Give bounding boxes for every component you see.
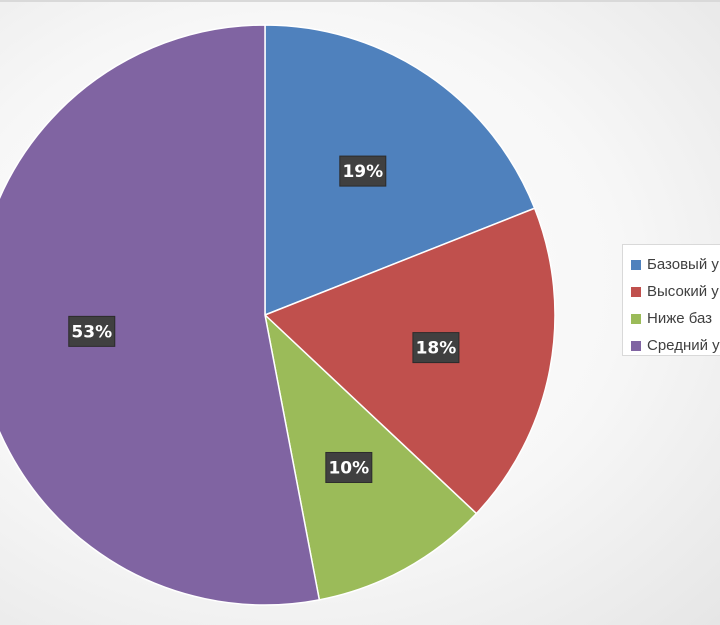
slice-medium [0,24,321,606]
legend-label-medium: Средний у [647,337,720,354]
data-label-below-base-box [325,451,373,483]
legend: Базовый у Высокий у Ниже баз Средний у [622,244,720,356]
data-label-base: 19% [339,155,387,187]
legend-label-below-base: Ниже баз [647,310,713,327]
legend-label-base: Базовый у [647,256,719,273]
legend-item-medium: Средний у [623,332,720,355]
legend-swatch-medium [631,340,641,351]
legend-label-high: Высокий у [647,283,719,300]
legend-item-high: Высокий у [623,278,720,305]
data-label-below-base-text: 10% [328,458,369,478]
data-label-base-text: 19% [342,162,383,182]
data-label-base-box [339,155,387,187]
data-label-medium: 53% [68,315,116,347]
data-label-high-text: 18% [416,339,457,359]
legend-item-base: Базовый у [623,251,720,278]
data-label-medium-text: 53% [71,322,112,342]
slice-high [263,207,556,515]
legend-swatch-base [631,259,641,270]
data-label-high: 18% [412,332,460,364]
slice-base [264,24,536,317]
legend-item-below-base: Ниже баз [623,305,720,332]
data-label-medium-box [68,315,116,347]
data-label-high-box [412,332,460,364]
data-label-below-base: 10% [325,451,373,483]
legend-swatch-below-base [631,313,641,324]
legend-swatch-high [631,286,641,297]
